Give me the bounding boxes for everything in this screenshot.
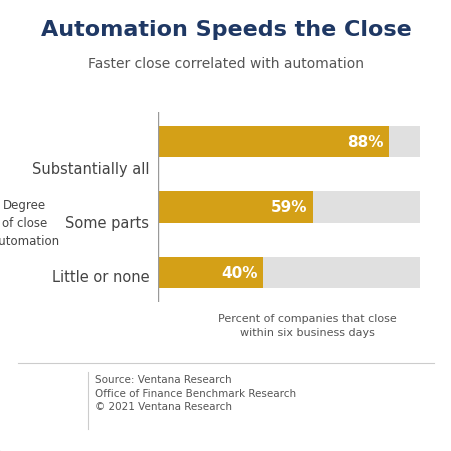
Polygon shape (45, 384, 56, 396)
Bar (158, 192, 419, 223)
Text: 59%: 59% (271, 200, 307, 215)
Text: Little or none: Little or none (51, 270, 149, 285)
Bar (158, 126, 419, 158)
Text: © 2021 Ventana Research: © 2021 Ventana Research (95, 401, 231, 411)
Text: Degree
of close
automation: Degree of close automation (0, 199, 59, 248)
Text: Some parts: Some parts (65, 216, 149, 231)
Text: 40%: 40% (221, 265, 257, 280)
Text: Automation Speeds the Close: Automation Speeds the Close (41, 20, 410, 40)
Text: Office of Finance Benchmark Research: Office of Finance Benchmark Research (95, 388, 295, 398)
Text: Substantially all: Substantially all (32, 161, 149, 177)
Bar (158, 257, 419, 289)
Text: Percent of companies that close
within six business days: Percent of companies that close within s… (217, 313, 396, 337)
Bar (158, 126, 388, 158)
Polygon shape (37, 393, 64, 419)
Text: Source: Ventana Research: Source: Ventana Research (95, 374, 231, 384)
Text: Faster close correlated with automation: Faster close correlated with automation (88, 56, 363, 70)
Text: 88%: 88% (346, 135, 383, 150)
Bar (158, 192, 312, 223)
Bar (158, 257, 262, 289)
